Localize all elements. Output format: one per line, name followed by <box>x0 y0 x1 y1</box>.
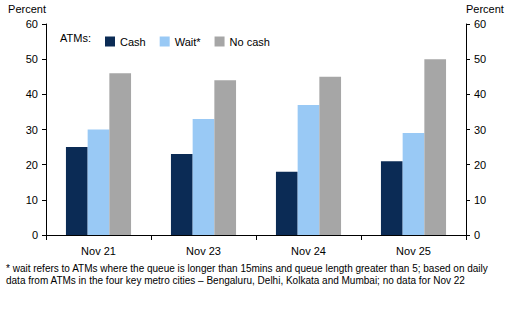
svg-text:Nov 24: Nov 24 <box>291 245 326 257</box>
svg-text:Nov 23: Nov 23 <box>186 245 221 257</box>
svg-text:Wait*: Wait* <box>175 36 202 48</box>
svg-text:20: 20 <box>474 159 486 171</box>
svg-text:Nov 21: Nov 21 <box>81 245 116 257</box>
svg-text:60: 60 <box>474 18 486 30</box>
svg-text:No cash: No cash <box>230 36 270 48</box>
svg-text:data from ATMs in the four key: data from ATMs in the four key metro cit… <box>6 275 465 286</box>
svg-text:20: 20 <box>26 159 38 171</box>
svg-text:Cash: Cash <box>120 36 146 48</box>
svg-text:ATMs:: ATMs: <box>60 32 91 44</box>
svg-text:50: 50 <box>474 53 486 65</box>
svg-text:40: 40 <box>474 88 486 100</box>
svg-text:60: 60 <box>26 18 38 30</box>
svg-text:0: 0 <box>474 229 480 241</box>
svg-text:10: 10 <box>26 194 38 206</box>
svg-text:0: 0 <box>32 229 38 241</box>
svg-text:40: 40 <box>26 88 38 100</box>
svg-text:Percent: Percent <box>8 3 46 15</box>
svg-text:Nov 25: Nov 25 <box>396 245 431 257</box>
svg-text:50: 50 <box>26 53 38 65</box>
svg-text:30: 30 <box>474 124 486 136</box>
svg-text:Percent: Percent <box>466 3 504 15</box>
svg-text:30: 30 <box>26 124 38 136</box>
svg-text:10: 10 <box>474 194 486 206</box>
svg-text:* wait refers to ATMs where th: * wait refers to ATMs where the queue is… <box>6 263 491 274</box>
